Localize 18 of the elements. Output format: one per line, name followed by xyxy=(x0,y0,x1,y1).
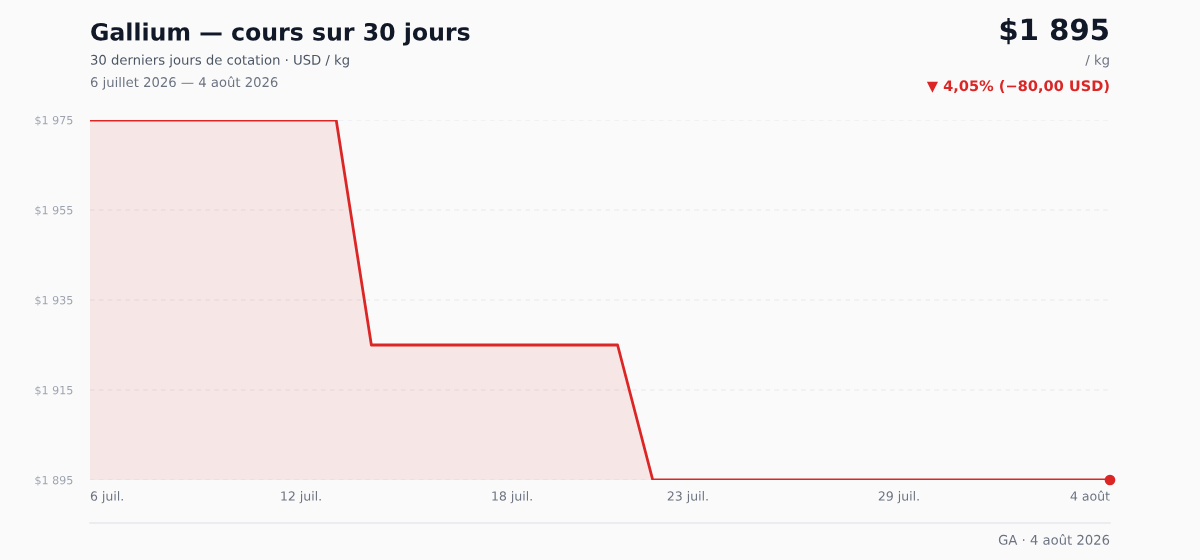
x-tick-label: 12 juil. xyxy=(281,491,321,504)
text: ▼ 4,05% (−80,00 USD) xyxy=(926,79,1109,94)
text: GA · 4 août 2026 xyxy=(998,534,1110,545)
x-tick-label: 6 juil. xyxy=(90,491,123,504)
x-tick-label: 4 août xyxy=(1070,490,1110,501)
y-tick-label: $1 915 xyxy=(35,385,73,396)
chart-subtitle: 30 derniers jours de cotation · USD / kg xyxy=(91,54,349,68)
x-tick-label: 29 juil. xyxy=(878,491,919,504)
y-tick-label: $1 955 xyxy=(35,205,73,216)
chart-title: Gallium — cours sur 30 jours xyxy=(91,22,470,46)
y-tick-label: $1 975 xyxy=(35,115,73,126)
text: 6 juillet 2026 — 4 août 2026 xyxy=(90,76,278,90)
x-tick-label: 23 juil. xyxy=(667,491,708,504)
y-tick-label: $1 895 xyxy=(35,475,73,486)
y-tick-label: $1 935 xyxy=(35,295,73,306)
x-tick-label: 18 juil. xyxy=(492,491,532,504)
text: / kg xyxy=(1085,54,1109,68)
text: $1 895 xyxy=(1000,17,1108,45)
